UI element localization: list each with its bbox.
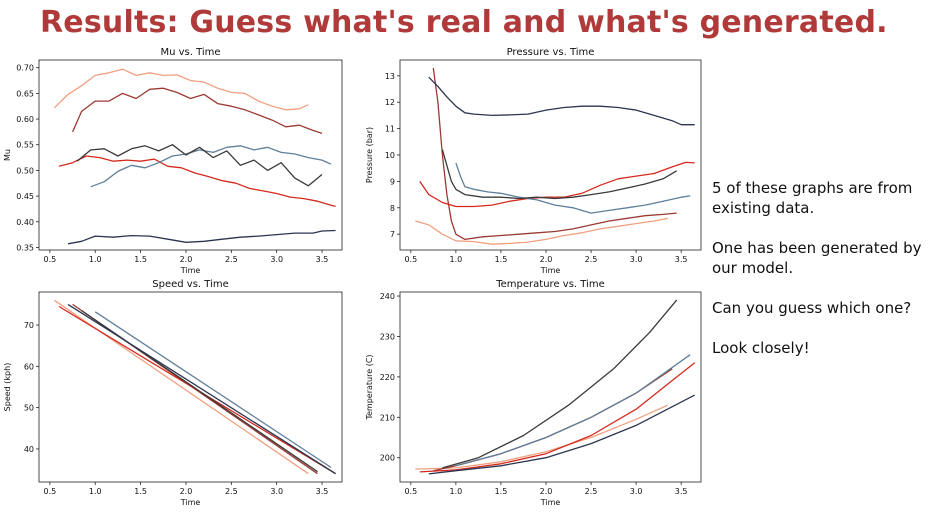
x-tick-label: 1.5 (134, 487, 147, 496)
y-tick-label: 240 (380, 292, 395, 301)
x-tick-label: 0.5 (404, 487, 417, 496)
y-tick-label: 200 (380, 454, 395, 463)
x-axis-label: Time (540, 498, 561, 507)
y-tick-label: 0.65 (16, 89, 34, 98)
x-tick-label: 1.0 (89, 487, 102, 496)
y-tick-label: 220 (380, 373, 395, 382)
x-tick-label: 3.5 (316, 255, 329, 264)
x-tick-label: 2.5 (225, 255, 238, 264)
y-axis-label: Speed (kph) (3, 363, 12, 412)
y-tick-label: 0.60 (16, 115, 34, 124)
x-tick-label: 1.0 (450, 487, 463, 496)
y-tick-label: 11 (385, 125, 395, 134)
x-tick-label: 1.0 (450, 255, 463, 264)
temperature-vs-time-chart: Temperature vs. Time 0.5 1.0 1.5 2.0 2.5 3.0 3.… (365, 279, 702, 507)
plot-area-frame (399, 59, 702, 251)
side-text-line-3: Can you guess which one? (712, 299, 912, 317)
series-line-4 (90, 145, 332, 188)
chart-title: Pressure vs. Time (507, 47, 595, 58)
pressure-vs-time-chart: Pressure vs. Time 0.5 1.0 1.5 2.0 2.5 3.0 3.5 7 8… (365, 47, 702, 275)
y-tick-label: 230 (380, 332, 395, 341)
x-tick-label: 1.5 (134, 255, 147, 264)
series-line-3 (58, 155, 336, 208)
y-axis-label: Mu (3, 149, 12, 161)
x-tick-label: 3.0 (270, 487, 283, 496)
series-line-6 (428, 394, 695, 475)
x-tick-label: 2.5 (585, 487, 598, 496)
x-axis-label: Time (180, 266, 201, 275)
x-tick-label: 2.0 (540, 255, 553, 264)
y-tick-label: 70 (24, 321, 34, 330)
y-tick-label: 40 (24, 445, 34, 454)
series-line-4 (94, 311, 332, 469)
series-line-5 (442, 299, 678, 469)
y-tick-label: 7 (390, 230, 395, 239)
y-tick-label: 0.50 (16, 166, 34, 175)
x-tick-label: 3.0 (630, 487, 643, 496)
y-tick-label: 0.55 (16, 141, 34, 150)
x-tick-label: 3.0 (630, 255, 643, 264)
chart-title: Speed vs. Time (152, 279, 228, 290)
x-axis-label: Time (180, 498, 201, 507)
speed-vs-time-chart: Speed vs. Time 0.5 1.0 1.5 2.0 2.5 3.0 3.5 40 50 6… (3, 279, 343, 507)
series-line-5 (76, 144, 323, 187)
x-tick-label: 2.0 (540, 487, 553, 496)
mu-vs-time-chart: Mu vs. Time 0.5 1.0 1.5 2.0 2.5 3.0 3.5 0.35 0.40… (3, 47, 343, 275)
x-tick-label: 2.0 (180, 487, 193, 496)
side-text-line-4: Look closely! (712, 339, 810, 357)
y-tick-label: 50 (24, 404, 34, 413)
y-tick-label: 0.35 (16, 243, 34, 252)
y-axis-label: Pressure (bar) (365, 127, 374, 183)
x-tick-label: 3.5 (675, 487, 688, 496)
series-line-6 (428, 76, 695, 126)
series-line-6 (67, 303, 336, 475)
series-line-4 (455, 354, 691, 467)
x-tick-label: 2.5 (225, 487, 238, 496)
series-line-2 (72, 87, 323, 135)
x-tick-label: 1.5 (495, 255, 508, 264)
side-text: 5 of these graphs are from existing data… (712, 178, 937, 378)
y-tick-label: 210 (380, 413, 395, 422)
x-tick-label: 1.5 (495, 487, 508, 496)
y-tick-label: 0.45 (16, 192, 34, 201)
side-text-line-1: 5 of these graphs are from existing data… (712, 179, 913, 217)
y-tick-label: 10 (385, 151, 395, 160)
x-tick-label: 0.5 (44, 487, 57, 496)
x-tick-label: 1.0 (89, 255, 102, 264)
y-tick-label: 9 (390, 177, 395, 186)
plot-area-frame (38, 291, 343, 483)
series-line-3 (419, 161, 695, 208)
x-tick-label: 0.5 (44, 255, 57, 264)
plot-area-frame (38, 59, 343, 251)
chart-title: Temperature vs. Time (495, 279, 604, 290)
side-text-line-2: One has been generated by our model. (712, 239, 922, 277)
chart-title: Mu vs. Time (160, 47, 220, 58)
plot-area-frame (399, 291, 702, 483)
x-tick-label: 2.5 (585, 255, 598, 264)
series-line-1 (53, 68, 309, 111)
y-tick-label: 0.40 (16, 218, 34, 227)
y-axis-label: Temperature (C) (365, 354, 374, 420)
y-tick-label: 12 (385, 98, 395, 107)
x-tick-label: 3.0 (270, 255, 283, 264)
x-tick-label: 3.5 (316, 487, 329, 496)
y-tick-label: 0.70 (16, 64, 34, 73)
series-line-4 (455, 162, 691, 214)
series-line-1 (415, 404, 668, 470)
y-tick-label: 13 (385, 72, 395, 81)
series-line-5 (441, 149, 678, 200)
x-tick-label: 2.0 (180, 255, 193, 264)
x-tick-label: 0.5 (404, 255, 417, 264)
series-line-1 (415, 217, 668, 245)
y-tick-label: 8 (390, 204, 395, 213)
x-tick-label: 3.5 (675, 255, 688, 264)
y-tick-label: 60 (24, 362, 34, 371)
slide-title: Results: Guess what's real and what's ge… (40, 5, 888, 40)
series-line-6 (67, 229, 336, 245)
series-line-3 (419, 362, 696, 473)
series-line-2 (432, 67, 677, 241)
x-axis-label: Time (540, 266, 561, 275)
